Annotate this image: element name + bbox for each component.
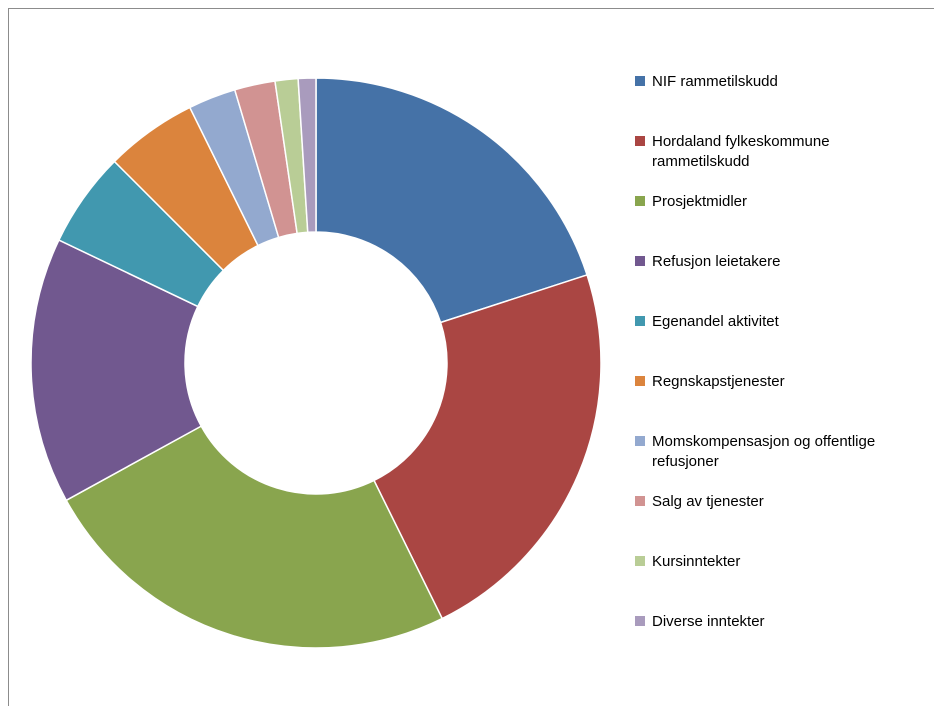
legend-item: Salg av tjenester (635, 492, 925, 512)
donut-slice (297, 77, 317, 234)
legend-item: Prosjektmidler (635, 192, 925, 212)
legend-label: Momskompensasjon og offentlige refusjone… (652, 433, 876, 470)
legend-label: Refusjon leietakere (652, 253, 781, 270)
legend-item: Regnskapstjenester (635, 372, 925, 392)
legend-label: Kursinntekter (652, 553, 741, 570)
legend-label: Prosjektmidler (652, 193, 748, 210)
legend-item: Momskompensasjon og offentlige refusjone… (635, 432, 925, 472)
legend-swatch (635, 376, 645, 386)
legend-label: Regnskapstjenester (652, 373, 785, 390)
legend-label: Egenandel aktivitet (652, 313, 779, 330)
legend-label: Hordaland fylkeskommune rammetilskudd (652, 133, 830, 170)
legend-swatch (635, 616, 645, 626)
legend-swatch (635, 556, 645, 566)
legend-label: Diverse inntekter (652, 613, 765, 630)
legend-swatch (635, 136, 645, 146)
legend-item: Hordaland fylkeskommune rammetilskudd (635, 132, 925, 172)
donut-slice (372, 273, 602, 620)
legend-item: Diverse inntekter (635, 612, 925, 632)
donut-slice (315, 77, 588, 324)
donut-slice (30, 239, 203, 502)
legend-swatch (635, 196, 645, 206)
legend-swatch (635, 316, 645, 326)
legend-item: Kursinntekter (635, 552, 925, 572)
legend-label: NIF rammetilskudd (652, 73, 778, 90)
legend-swatch (635, 256, 645, 266)
legend-item: Refusjon leietakere (635, 252, 925, 272)
legend-swatch (635, 436, 645, 446)
legend-swatch (635, 76, 645, 86)
donut-slice (65, 425, 444, 649)
legend-item: NIF rammetilskudd (635, 72, 925, 92)
legend-swatch (635, 496, 645, 506)
legend-label: Salg av tjenester (652, 493, 764, 510)
legend-item: Egenandel aktivitet (635, 312, 925, 332)
chart-frame (8, 8, 934, 706)
